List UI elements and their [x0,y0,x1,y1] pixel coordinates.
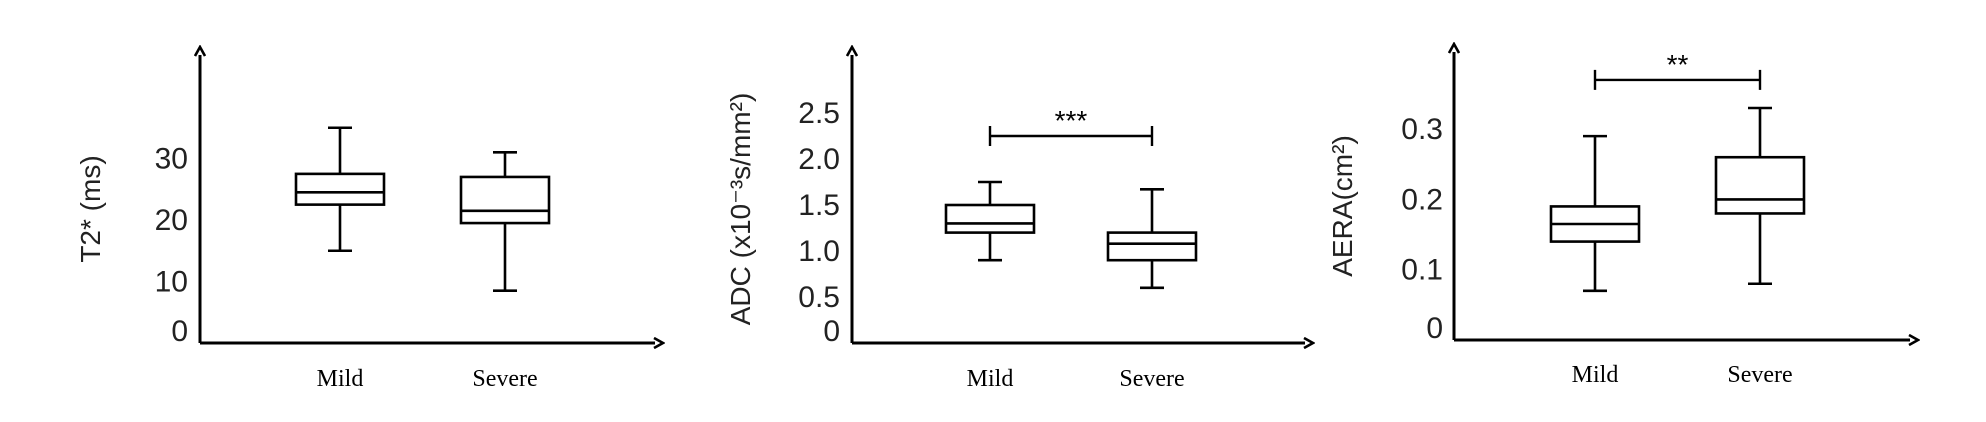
iqr-box [1106,231,1198,262]
chart-panel-1: 0 10 20 30 T2* (ms) Mild Severe [75,55,655,392]
box-severe [459,151,551,293]
y-tick-label: 1.5 [798,189,840,222]
chart-panel-3: 0 0.1 0.2 0.3 AERA(cm²) Mild Severe ** [1327,49,1910,388]
y-tick-label: 2.0 [798,143,840,176]
y-axis-label: ADC (x10⁻³s/mm²) [725,93,756,326]
y-tick-label: 0 [823,315,840,348]
iqr-box [294,172,386,206]
box-mild [1549,134,1641,293]
y-tick-label: 0.2 [1401,183,1443,216]
y-tick-label: 1.0 [798,235,840,268]
significance-label: ** [1667,49,1689,80]
y-tick-label: 10 [155,266,188,299]
box-mild [294,126,386,253]
y-tick-label: 30 [155,143,188,176]
box-severe [1106,188,1198,290]
iqr-box [459,175,551,225]
y-tick-label: 0.1 [1401,254,1443,287]
chart-panel-2: 00.5 1.0 1.5 2.0 2.5 ADC (x10⁻³s/mm²) Mild Seve… [725,55,1305,392]
y-tick-label: 20 [155,204,188,237]
x-tick-label: Mild [967,366,1014,392]
iqr-box [1714,155,1806,215]
y-axis-label: T2* (ms) [75,155,106,262]
significance-label: *** [1055,105,1088,136]
y-tick-label: 0.3 [1401,113,1443,146]
x-tick-label: Mild [317,366,364,392]
y-tick-label: 2.5 [798,97,840,130]
y-tick-label: 0.5 [798,281,840,314]
x-tick-label: Severe [1119,366,1184,392]
box-mild [944,180,1036,262]
x-tick-label: Severe [1727,362,1792,388]
box-severe [1714,106,1806,286]
x-tick-label: Mild [1572,362,1619,388]
y-tick-label: 0 [1426,312,1443,345]
y-axis-label: AERA(cm²) [1327,135,1358,277]
y-tick-label: 0 [171,315,188,348]
x-tick-label: Severe [472,366,537,392]
iqr-box [944,203,1036,234]
